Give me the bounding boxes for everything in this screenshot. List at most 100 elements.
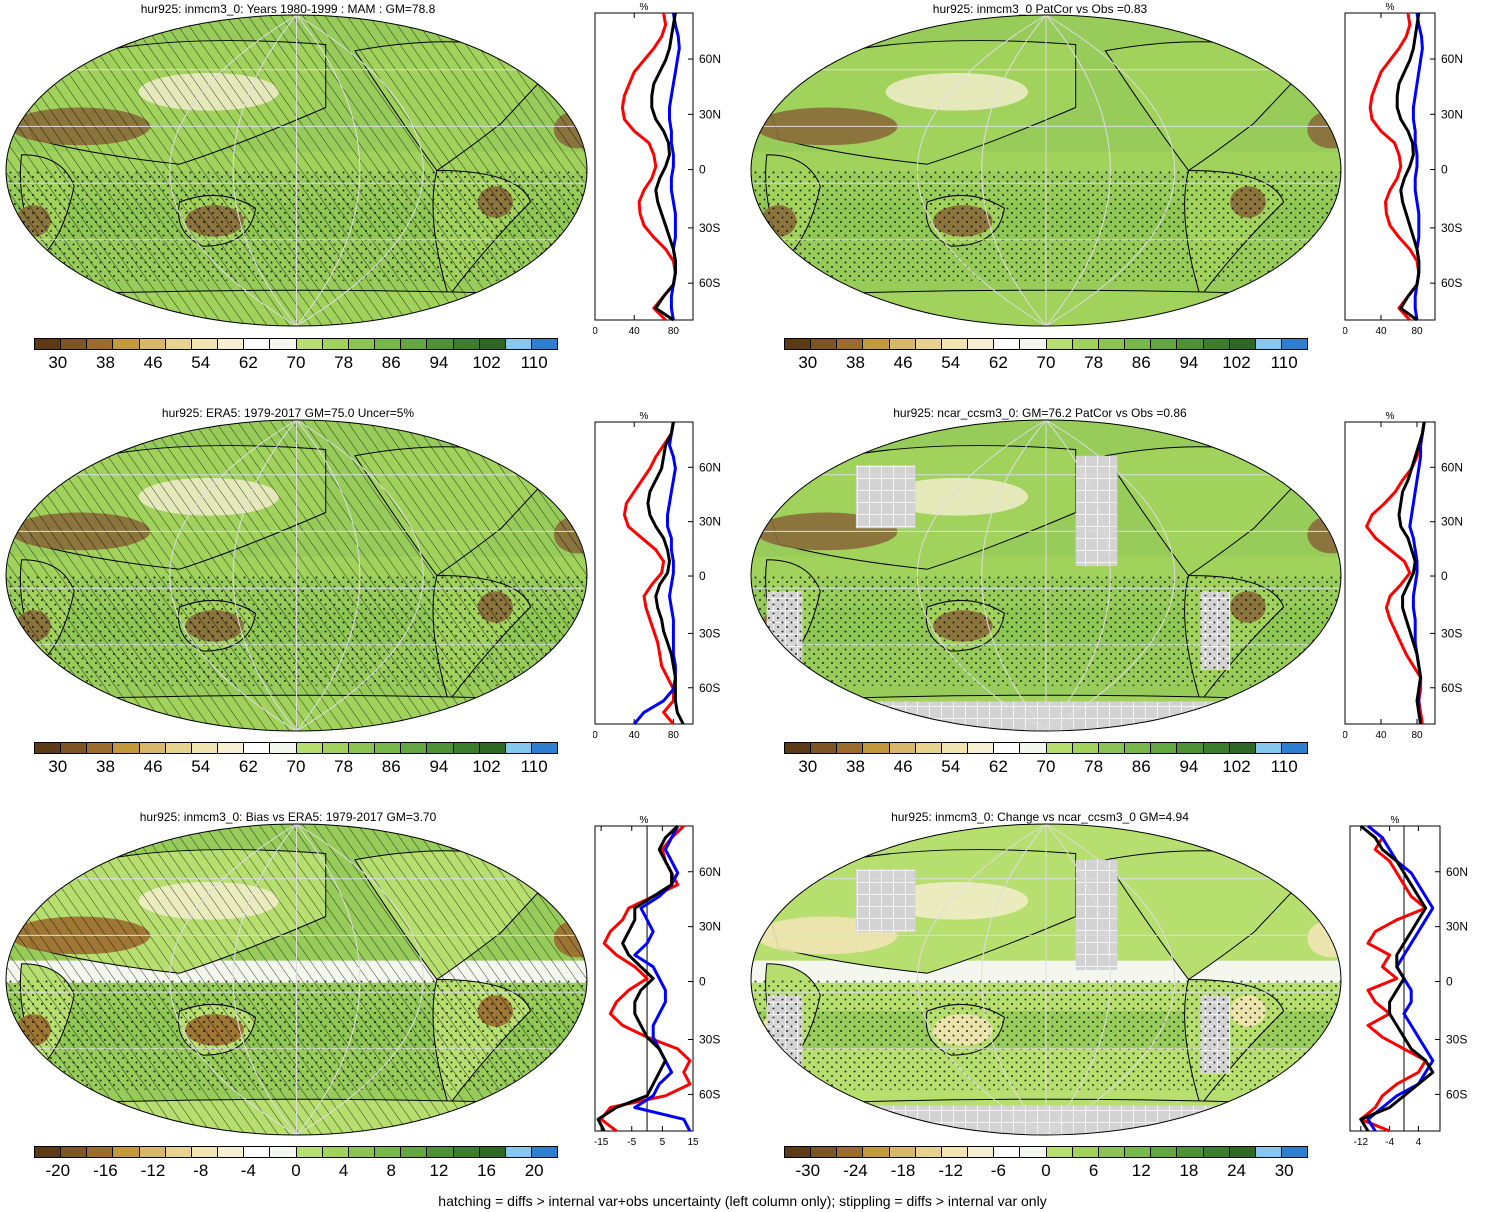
profile-x-tick-label: 4 [1416, 1137, 1422, 1148]
colorbar-swatch [941, 743, 969, 753]
colorbar-swatch [811, 1147, 838, 1157]
colorbar-labels: 30 38 46 54 62 70 78 86 94 102 110 [784, 757, 1308, 779]
colorbar-swatch [218, 1147, 245, 1157]
colorbar-swatch [375, 339, 402, 349]
colorbar-tick-label: 30 [1274, 1161, 1294, 1180]
colorbar-swatch [191, 1147, 219, 1157]
colorbar-tick-label: 62 [988, 757, 1008, 776]
profile-x-tick-label: 0 [1343, 326, 1348, 337]
colorbar-swatch [165, 1147, 192, 1157]
colorbar-swatch [401, 1147, 428, 1157]
colorbar-tick-label: -6 [990, 1161, 1006, 1180]
colorbar-tick-label: 70 [286, 353, 306, 372]
profile-x-tick-label: 80 [668, 326, 680, 337]
colorbar-tick-label: 4 [338, 1161, 349, 1180]
colorbar-tick-label: -12 [140, 1161, 166, 1180]
profile-lat-label: 60N [699, 865, 721, 879]
panel-title: hur925: inmcm3_0 PatCor vs Obs =0.83 [932, 2, 1148, 16]
colorbar-swatch [1151, 1147, 1178, 1157]
colorbar-swatch [113, 1147, 140, 1157]
colorbar-swatch [994, 1147, 1021, 1157]
colorbar-tick-label: 46 [143, 353, 163, 372]
colorbar-tick-label: 38 [95, 353, 115, 372]
colorbar-swatch [427, 1147, 454, 1157]
colorbar-swatch [1203, 743, 1230, 753]
colorbar-tick-label: 30 [798, 757, 818, 776]
profile-lat-label: 30S [699, 626, 720, 640]
colorbar-swatch [531, 339, 558, 349]
colorbar-tick-label: 110 [1270, 353, 1298, 372]
colorbar-swatch [915, 1147, 942, 1157]
profile-lat-label: 60S [699, 276, 720, 290]
colorbar-swatch [1098, 743, 1126, 753]
colorbar-swatch [35, 1147, 62, 1157]
colorbar-swatch [87, 1147, 114, 1157]
profile-lat-label: 60S [1441, 681, 1462, 695]
colorbar-swatch [1125, 339, 1152, 349]
colorbar-swatch [863, 743, 890, 753]
colorbar-swatch [453, 1147, 480, 1157]
colorbar-tick-label: 54 [941, 353, 961, 372]
colorbar-tick-label: 8 [386, 1161, 396, 1180]
colorbar-swatch [968, 339, 995, 349]
colorbar-tick-label: 30 [48, 757, 68, 776]
colorbar-swatch [1255, 339, 1282, 349]
colorbar-tick-label: 0 [1041, 1161, 1051, 1180]
colorbar-swatch [811, 743, 838, 753]
colorbar-tick-label: -30 [795, 1161, 821, 1180]
colorbar-swatch [505, 339, 532, 349]
colorbar-swatch [165, 743, 192, 753]
colorbar-swatch [837, 1147, 864, 1157]
colorbar-swatch [941, 339, 969, 349]
colorbar-tick-label: 78 [1084, 757, 1104, 776]
profile-lat-label: 60N [699, 52, 721, 66]
colorbar-swatch [87, 743, 114, 753]
zonal-mean-profile: % 0 40 80 60N 30N 0 30S 60S [593, 412, 721, 741]
profile-lat-label: 30N [699, 920, 721, 934]
colorbar-tick-label: 46 [893, 757, 913, 776]
profile-lat-label: 0 [1441, 163, 1448, 177]
colorbar-swatch [35, 339, 62, 349]
colorbar-swatch [1020, 743, 1047, 753]
colorbar-swatch [1229, 1147, 1256, 1157]
colorbar-swatch [1177, 743, 1204, 753]
colorbar-swatch [1098, 339, 1126, 349]
colorbar-swatch [1020, 339, 1047, 349]
figure-caption: hatching = diffs > internal var+obs unce… [438, 1193, 1047, 1209]
colorbar-swatch [889, 1147, 916, 1157]
profile-lat-label: 0 [699, 975, 706, 989]
colorbar-tick-label: 24 [1227, 1161, 1246, 1180]
colorbar-tick-label: 38 [845, 353, 865, 372]
colorbar-swatch [1281, 339, 1308, 349]
colorbar-tick-label: 46 [143, 757, 163, 776]
world-map [750, 823, 1342, 1136]
profile-lat-label: 60S [1441, 276, 1462, 290]
colorbar-swatch [244, 743, 271, 753]
colorbar-swatch [1203, 1147, 1230, 1157]
colorbar-swatch [1177, 339, 1204, 349]
colorbar-tick-label: 78 [334, 757, 354, 776]
profile-series-line [1359, 824, 1428, 1133]
colorbar-tick-label: -20 [45, 1161, 71, 1180]
colorbar-tick-label: 62 [238, 353, 258, 372]
colorbar-swatch [401, 743, 428, 753]
profile-lat-label: 0 [699, 569, 706, 583]
colorbar-swatch [296, 1147, 323, 1157]
profile-unit: % [640, 412, 649, 422]
profile-lat-label: 60N [699, 460, 721, 474]
profile-series-line [622, 421, 675, 725]
colorbar-tick-label: 0 [291, 1161, 301, 1180]
colorbar-swatch [1255, 743, 1282, 753]
profile-lat-label: 60S [699, 1087, 720, 1101]
colorbar-tick-label: 94 [429, 353, 449, 372]
profile-lat-label: 30S [1441, 221, 1462, 235]
colorbar-swatch [218, 339, 245, 349]
colorbar-swatch [87, 339, 114, 349]
profile-lat-label: 0 [699, 163, 706, 177]
colorbar-swatch [427, 743, 454, 753]
profile-lat-label: 30S [1446, 1033, 1467, 1047]
colorbar [784, 742, 1308, 754]
panel-title: hur925: ERA5: 1979-2017 GM=75.0 Uncer=5% [161, 406, 415, 420]
colorbar-swatch [479, 1147, 506, 1157]
profile-x-tick-label: 0 [593, 326, 598, 337]
